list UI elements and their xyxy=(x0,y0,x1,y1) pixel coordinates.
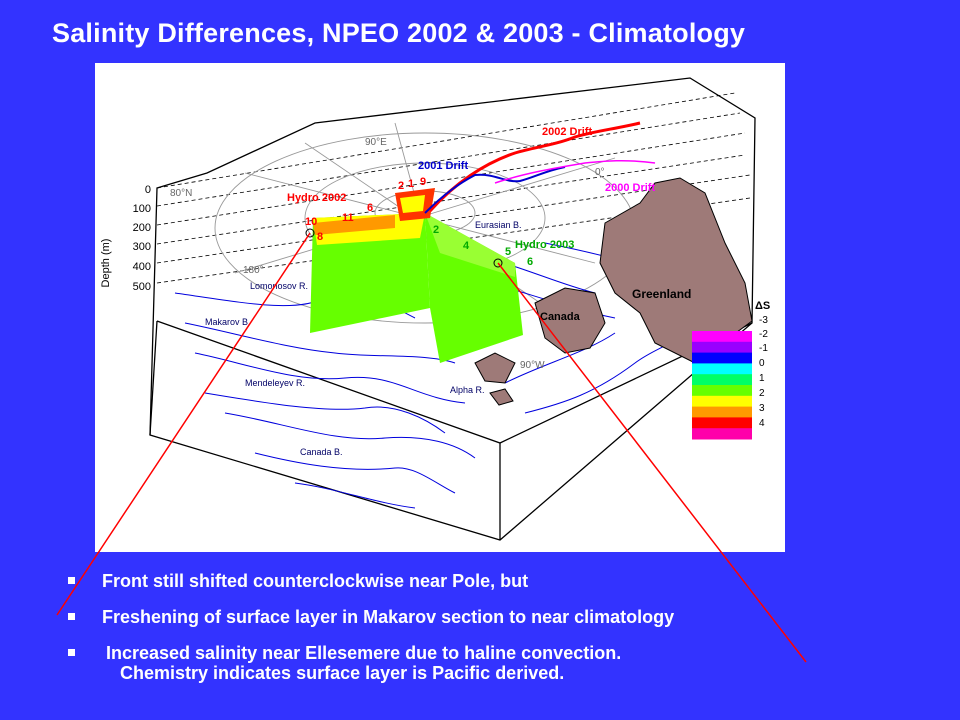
greenland-label: Greenland xyxy=(632,287,691,301)
colorbar-tick: -3 xyxy=(759,315,768,326)
drift-2000-label: 2000 Drift xyxy=(605,182,655,194)
colorbar-swatch xyxy=(692,417,752,429)
canada-label: Canada xyxy=(540,311,581,323)
drift-2002-track xyxy=(428,121,641,212)
depth-tick: 400 xyxy=(133,261,151,273)
depth-tick: 100 xyxy=(133,203,151,215)
bullet-item: Freshening of surface layer in Makarov s… xyxy=(68,606,948,642)
makarov-label: Makarov B. xyxy=(205,317,251,327)
bullet-text: Front still shifted counterclockwise nea… xyxy=(102,571,529,591)
depth-axis-label: Depth (m) xyxy=(100,239,112,288)
drift-2001-label: 2001 Drift xyxy=(418,160,468,172)
colorbar-tick: 1 xyxy=(759,373,765,384)
bullet-marker xyxy=(68,613,75,620)
bullet-continuation: Chemistry indicates surface layer is Pac… xyxy=(120,663,565,683)
salinity-diagram: Depth (m) 0 100 200 300 400 500 80°N 90°… xyxy=(95,63,785,552)
colorbar-tick: -2 xyxy=(759,329,768,340)
drift-2001-track xyxy=(424,166,566,214)
station-number: 9 xyxy=(420,176,426,188)
bullet-list: Front still shifted counterclockwise nea… xyxy=(68,570,948,684)
drift-2002-label: 2002 Drift xyxy=(542,126,592,138)
lat-80-label: 80°N xyxy=(170,188,192,199)
diagram-svg: Depth (m) 0 100 200 300 400 500 80°N 90°… xyxy=(100,77,770,541)
lon-180-label: 180° xyxy=(243,265,264,276)
alpha-label: Alpha R. xyxy=(450,385,485,395)
colorbar-tick: 4 xyxy=(759,418,765,429)
drift-tracks xyxy=(424,121,656,214)
colorbar-title: ΔS xyxy=(755,300,770,312)
drift-2000-track xyxy=(494,159,656,184)
bullet-marker xyxy=(68,649,75,656)
depth-ticks: 0 100 200 300 400 500 xyxy=(133,184,151,293)
bullet-text: Freshening of surface layer in Makarov s… xyxy=(102,607,675,627)
colorbar-tick: 0 xyxy=(759,358,765,369)
station-number: 5 xyxy=(505,246,511,258)
makarov-section-upper xyxy=(313,215,395,235)
station-number: 10 xyxy=(305,216,317,228)
ellesmere-section-top xyxy=(425,213,515,277)
colorbar-swatch xyxy=(692,406,752,418)
bullet-text: Increased salinity near Ellesemere due t… xyxy=(106,643,622,663)
hydro-2003-label: Hydro 2003 xyxy=(515,239,574,251)
slide-title: Salinity Differences, NPEO 2002 & 2003 -… xyxy=(52,18,746,48)
station-number: 6 xyxy=(367,202,373,214)
colorbar-swatch xyxy=(692,395,752,408)
lomonosov-label: Lomonosov R. xyxy=(250,281,308,291)
lon-0-label: 0° xyxy=(595,167,605,178)
station-number: 8 xyxy=(317,231,323,243)
colorbar-swatches xyxy=(692,331,752,440)
depth-tick: 300 xyxy=(133,241,151,253)
depth-tick: 500 xyxy=(133,281,151,293)
colorbar-swatch xyxy=(692,385,752,397)
bullet-marker xyxy=(68,577,75,584)
colorbar-tick: 2 xyxy=(759,388,765,399)
station-number: 11 xyxy=(342,212,354,224)
bullet-item: Increased salinity near Ellesemere due t… xyxy=(68,642,948,678)
colorbar-swatch xyxy=(692,428,752,440)
station-number: 2 xyxy=(398,180,404,192)
station-number: 1 xyxy=(408,178,414,190)
island-shape xyxy=(474,352,516,384)
depth-tick: 0 xyxy=(145,184,151,196)
lon-90e-label: 90°E xyxy=(365,137,387,148)
island-small-shape xyxy=(489,388,514,406)
colorbar-swatch xyxy=(692,331,752,343)
colorbar-swatch xyxy=(692,352,752,364)
colorbar-tick: -1 xyxy=(759,343,768,354)
colorbar-tick: 3 xyxy=(759,403,765,414)
bullet-item: Front still shifted counterclockwise nea… xyxy=(68,570,948,606)
eurasian-basin-label: Eurasian B. xyxy=(475,220,522,230)
canada-basin-label: Canada B. xyxy=(300,447,343,457)
colorbar-swatch xyxy=(692,341,752,354)
depth-tick: 200 xyxy=(133,222,151,234)
colorbar-swatch xyxy=(692,374,752,386)
pole-core xyxy=(400,195,425,213)
hydro-2002-label: Hydro 2002 xyxy=(287,192,346,204)
mendeleyev-label: Mendeleyev R. xyxy=(245,378,305,388)
station-number: 4 xyxy=(463,240,470,252)
station-number: 6 xyxy=(527,256,533,268)
colorbar-swatch xyxy=(692,363,752,375)
lon-90w-label: 90°W xyxy=(520,360,545,371)
station-number: 2 xyxy=(433,224,439,236)
